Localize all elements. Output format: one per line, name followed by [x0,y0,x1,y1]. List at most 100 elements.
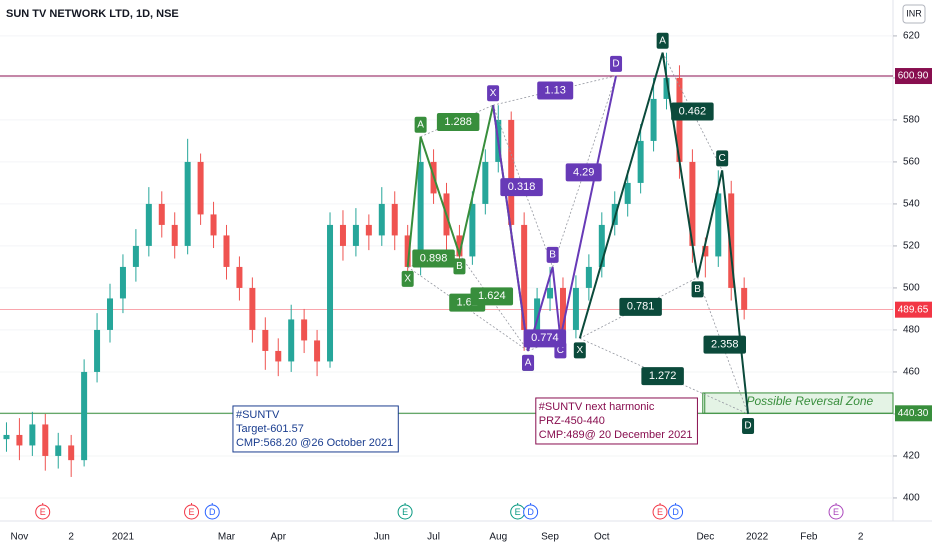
pattern-leg [578,52,750,415]
candle-body [145,203,152,246]
candle-body [3,434,10,440]
candle-body [741,287,748,310]
note-line: PRZ-450-440 [539,415,605,427]
candle-body [94,329,101,372]
x-tick-label: Jul [427,532,440,543]
candle-body [42,424,49,456]
event-marker [828,504,844,520]
candle-body [559,287,566,330]
y-tick-label: 460 [903,367,920,378]
candle-body [29,424,36,446]
point-label: A [659,35,666,46]
x-tick-label: Feb [800,532,818,543]
ratio-box [671,102,714,121]
candle-body [107,298,114,330]
candle-body [275,350,282,362]
point-label: X [576,345,583,356]
candle-body [223,235,230,267]
ratio-label: 0.898 [420,252,448,264]
note-line: CMP:489@ 20 December 2021 [539,429,693,441]
event-label: E [657,507,663,517]
point-label: X [490,88,497,99]
event-label: D [209,507,216,517]
y-tick-label: 580 [903,115,920,126]
ratio-line [492,75,617,106]
currency-box[interactable] [902,4,926,24]
candle-body [339,224,346,246]
point-label-box [573,342,586,359]
event-label: E [402,507,408,517]
price-line-tag [895,68,932,85]
candle-body [663,77,670,99]
x-tick-label: Nov [11,532,29,543]
event-label: E [833,507,839,517]
ratio-box [641,367,684,386]
note-box [535,397,698,445]
ratio-label: 0.318 [508,181,536,193]
point-label-box [401,270,414,287]
note-box [232,405,399,453]
point-label: X [404,274,411,285]
note: #SUNTV Target-601.57 CMP:568.20 @26 Octobe… [232,405,399,453]
candle-body [598,224,605,267]
note: #SUNTV next harmonic PRZ-450-440 CMP:489@ … [535,397,698,445]
candle-body [689,161,696,246]
candle-body [119,266,126,299]
x-tick-label: Oct [594,532,610,543]
y-tick-label: 540 [903,199,920,210]
point-label: C [719,153,726,164]
point-label-box [414,116,427,133]
point-label-box [742,417,755,434]
point-label: C [557,345,564,356]
candle-body [378,203,385,236]
pattern-leg [492,75,618,352]
candle-body [585,266,592,288]
point-label-box [656,32,669,49]
point-label-box [546,246,559,263]
y-tick-label: 560 [903,157,920,168]
point-label: D [612,58,619,69]
note-line: Target-601.57 [236,423,304,435]
point-label-box [610,55,623,72]
candle-body [702,245,709,257]
candle-body [132,245,139,267]
event-label: D [527,507,534,517]
event-label: D [672,507,679,517]
point-label-box [453,258,466,275]
y-tick-label: 520 [903,241,920,252]
candle-body [534,298,541,330]
candle-body [184,161,191,246]
candle-body [171,224,178,246]
candle-body [572,287,579,330]
candle-body [301,319,308,341]
price-line-tag [895,301,932,318]
ratio-label: 1.272 [649,370,677,382]
event-label: E [40,507,46,517]
y-tick-label: 420 [903,451,920,462]
event-marker [668,504,684,520]
candle-body [728,193,735,288]
event-marker [652,504,668,520]
candle-body [456,235,463,257]
ratio-box [565,163,602,182]
event-marker [397,504,413,520]
ratio-label: 0.774 [531,332,559,344]
candle-body [236,266,243,288]
candle-body [327,224,334,362]
candle-body [365,224,372,236]
point-label: B [456,261,463,272]
candle-body [352,224,359,246]
x-tick-label: Jun [374,532,390,543]
event-marker [204,504,220,520]
ratio-label: 1.624 [478,290,506,302]
candle-body [16,434,23,446]
price-line-label: 489.65 [898,304,929,315]
currency[interactable]: INR [906,8,922,18]
x-tick-label: Aug [489,532,507,543]
candle-body [417,161,424,267]
event-marker [184,504,200,520]
candle-body [637,140,644,183]
candle-body [469,203,476,257]
